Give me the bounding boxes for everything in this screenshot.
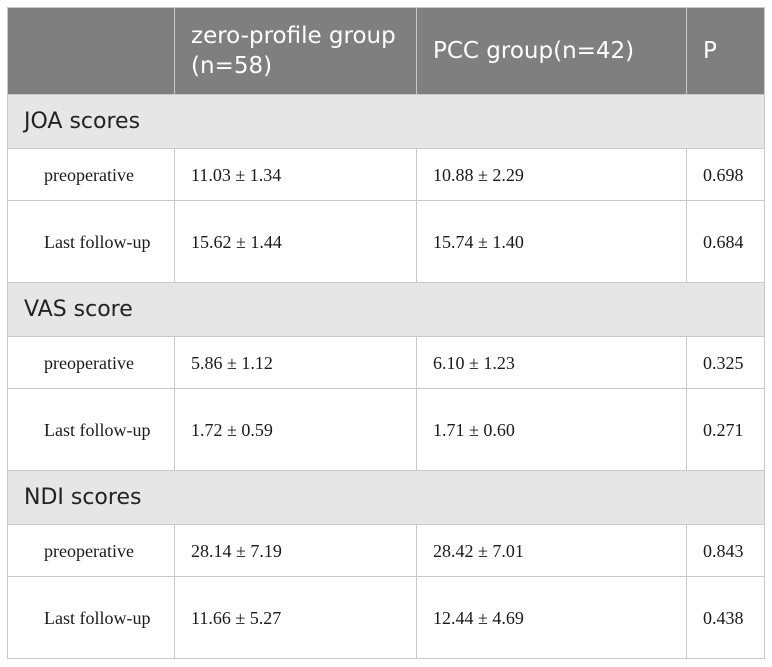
zero-profile-value: 5.86 ± 1.12: [174, 336, 417, 389]
p-value: 0.325: [686, 336, 765, 389]
table-row: preoperative 5.86 ± 1.12 6.10 ± 1.23 0.3…: [7, 336, 765, 389]
group-title: VAS score: [7, 282, 765, 337]
row-label: preoperative: [7, 148, 175, 201]
row-label: Last follow-up: [7, 200, 175, 283]
zero-profile-value: 11.03 ± 1.34: [174, 148, 417, 201]
zero-profile-value: 1.72 ± 0.59: [174, 388, 417, 471]
outcomes-table: zero-profile group (n=58) PCC group(n=42…: [7, 7, 765, 659]
pcc-value: 28.42 ± 7.01: [416, 524, 687, 577]
zero-profile-value: 15.62 ± 1.44: [174, 200, 417, 283]
zero-profile-value: 11.66 ± 5.27: [174, 576, 417, 659]
table-row: preoperative 11.03 ± 1.34 10.88 ± 2.29 0…: [7, 148, 765, 201]
header-label-cell: [7, 7, 175, 95]
p-value: 0.271: [686, 388, 765, 471]
pcc-value: 1.71 ± 0.60: [416, 388, 687, 471]
header-zero-profile: zero-profile group (n=58): [174, 7, 417, 95]
p-value: 0.698: [686, 148, 765, 201]
row-label: preoperative: [7, 336, 175, 389]
p-value: 0.438: [686, 576, 765, 659]
group-row-vas: VAS score: [7, 282, 765, 337]
header-pcc: PCC group(n=42): [416, 7, 687, 95]
p-value: 0.843: [686, 524, 765, 577]
group-title: NDI scores: [7, 470, 765, 525]
pcc-value: 10.88 ± 2.29: [416, 148, 687, 201]
table-row: Last follow-up 1.72 ± 0.59 1.71 ± 0.60 0…: [7, 388, 765, 471]
pcc-value: 15.74 ± 1.40: [416, 200, 687, 283]
row-label: Last follow-up: [7, 388, 175, 471]
header-p: P: [686, 7, 765, 95]
table-row: preoperative 28.14 ± 7.19 28.42 ± 7.01 0…: [7, 524, 765, 577]
row-label: preoperative: [7, 524, 175, 577]
pcc-value: 6.10 ± 1.23: [416, 336, 687, 389]
group-row-joa: JOA scores: [7, 94, 765, 149]
p-value: 0.684: [686, 200, 765, 283]
header-row: zero-profile group (n=58) PCC group(n=42…: [7, 7, 765, 95]
table-row: Last follow-up 15.62 ± 1.44 15.74 ± 1.40…: [7, 200, 765, 283]
zero-profile-value: 28.14 ± 7.19: [174, 524, 417, 577]
row-label: Last follow-up: [7, 576, 175, 659]
group-row-ndi: NDI scores: [7, 470, 765, 525]
group-title: JOA scores: [7, 94, 765, 149]
table-row: Last follow-up 11.66 ± 5.27 12.44 ± 4.69…: [7, 576, 765, 659]
pcc-value: 12.44 ± 4.69: [416, 576, 687, 659]
